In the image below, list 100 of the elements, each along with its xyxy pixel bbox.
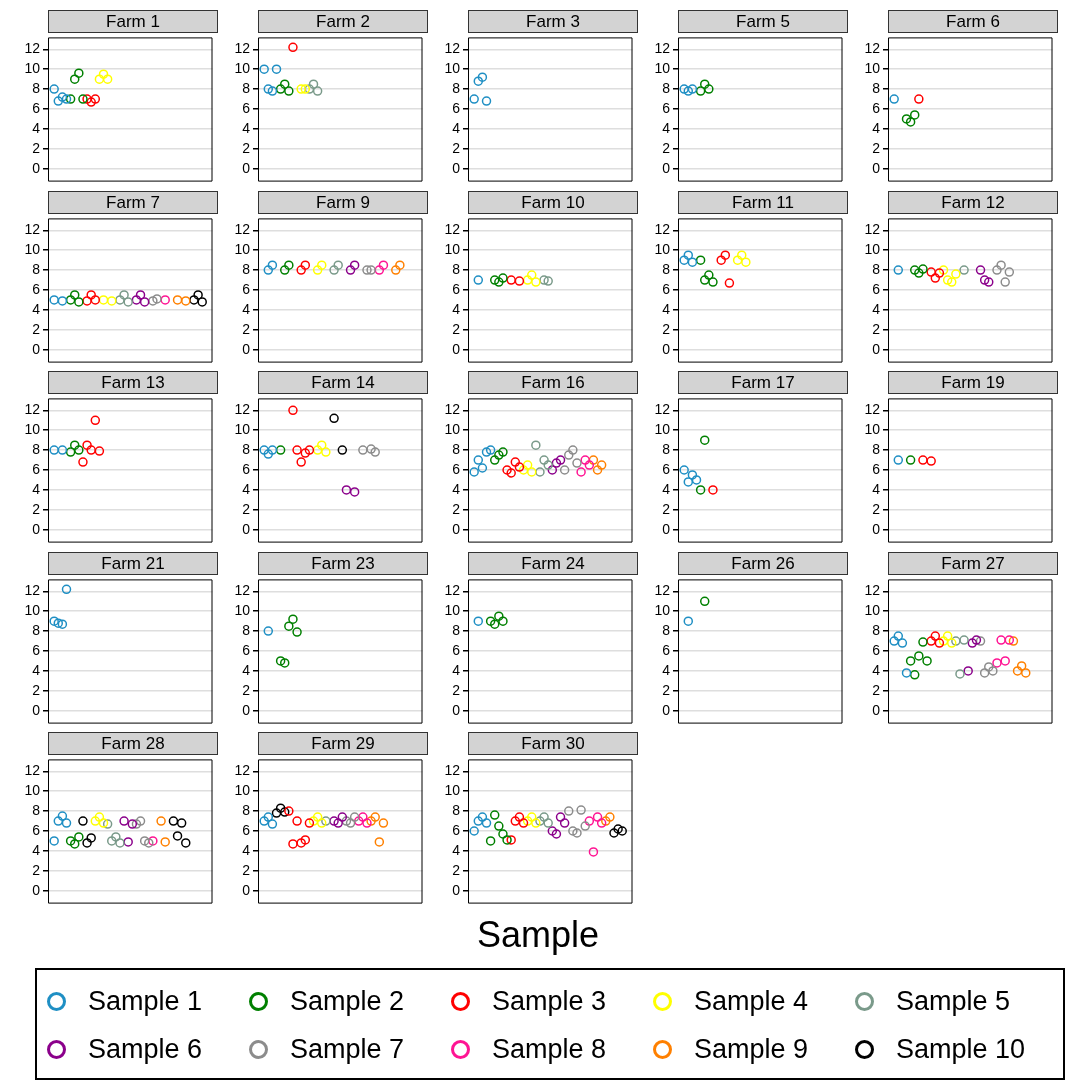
point — [279, 657, 290, 668]
point — [477, 812, 488, 822]
point — [889, 94, 899, 104]
y-tick-label: 6 — [32, 641, 41, 658]
point — [152, 293, 162, 304]
point — [494, 450, 504, 460]
point — [321, 447, 331, 457]
point — [362, 818, 372, 828]
point — [312, 445, 323, 455]
point — [930, 272, 941, 283]
point — [160, 837, 170, 847]
point — [901, 114, 912, 124]
y-tick-label: 0 — [452, 520, 461, 537]
point — [106, 295, 117, 306]
legend-label: Sample 9 — [694, 1034, 809, 1065]
y-tick-label: 10 — [444, 601, 461, 618]
y-tick-label: 2 — [32, 681, 41, 698]
point — [304, 445, 315, 455]
point — [69, 74, 80, 84]
point — [49, 836, 59, 846]
y-tick-label: 12 — [234, 220, 251, 237]
y-tick-label: 6 — [32, 280, 41, 297]
point — [345, 818, 356, 828]
point — [292, 626, 302, 637]
y-tick-label: 8 — [452, 79, 461, 96]
point — [547, 465, 558, 475]
point — [275, 655, 286, 666]
y-tick-label: 0 — [872, 701, 881, 718]
point — [551, 829, 562, 839]
point — [271, 808, 282, 818]
y-tick-label: 4 — [32, 119, 41, 136]
point — [69, 839, 80, 849]
point — [139, 836, 150, 846]
point — [988, 665, 998, 676]
chart-title: Farm 3 — [468, 10, 638, 33]
point — [267, 86, 278, 96]
y-tick-label: 10 — [234, 782, 251, 799]
point — [333, 818, 343, 828]
point — [539, 274, 549, 285]
y-tick-label: 10 — [24, 240, 41, 257]
legend-label: Sample 6 — [88, 1034, 203, 1065]
y-tick-label: 12 — [234, 581, 251, 598]
point — [555, 455, 566, 465]
point — [304, 818, 315, 828]
y-tick-label: 6 — [662, 280, 671, 297]
y-tick-label: 6 — [662, 99, 671, 116]
point — [473, 615, 484, 626]
point — [609, 828, 619, 838]
point — [374, 837, 385, 847]
y-tick-label: 4 — [32, 841, 41, 858]
point — [951, 268, 961, 279]
point — [172, 831, 183, 841]
point — [720, 249, 731, 260]
point — [687, 256, 698, 267]
y-tick-label: 8 — [662, 79, 671, 96]
y-tick-label: 10 — [234, 240, 251, 257]
y-tick-label: 2 — [662, 681, 671, 698]
y-tick-label: 6 — [32, 99, 41, 116]
y-tick-label: 8 — [452, 260, 461, 277]
point — [893, 630, 904, 641]
y-tick-label: 12 — [444, 581, 461, 598]
y-tick-label: 0 — [872, 340, 881, 357]
point — [135, 816, 146, 826]
point — [992, 657, 1002, 668]
point — [687, 84, 698, 94]
point — [370, 812, 380, 822]
y-tick-label: 10 — [654, 60, 671, 77]
point — [82, 440, 92, 450]
y-tick-label: 6 — [242, 460, 251, 477]
point — [489, 810, 500, 820]
point — [106, 836, 117, 846]
point — [543, 818, 553, 828]
y-tick-label: 10 — [234, 60, 251, 77]
point — [905, 117, 916, 127]
point — [1008, 635, 1019, 646]
y-tick-label: 10 — [24, 60, 41, 77]
point — [168, 816, 179, 826]
point — [699, 274, 710, 285]
point — [144, 838, 154, 848]
point — [984, 276, 994, 287]
point — [909, 669, 920, 680]
point — [115, 838, 125, 848]
y-tick-label: 4 — [242, 841, 251, 858]
y-tick-label: 8 — [32, 621, 41, 638]
point — [74, 445, 84, 455]
y-tick-label: 10 — [24, 601, 41, 618]
y-tick-label: 0 — [662, 340, 671, 357]
y-tick-label: 4 — [452, 300, 461, 317]
point — [708, 485, 718, 495]
point — [889, 635, 899, 646]
point — [57, 618, 68, 629]
point — [57, 92, 68, 102]
x-axis-title: Sample — [475, 913, 601, 956]
point — [139, 296, 150, 307]
point — [617, 826, 627, 836]
point — [695, 485, 706, 495]
point — [119, 816, 129, 826]
point — [469, 467, 479, 477]
y-tick-label: 6 — [452, 460, 461, 477]
y-tick-label: 0 — [662, 701, 671, 718]
